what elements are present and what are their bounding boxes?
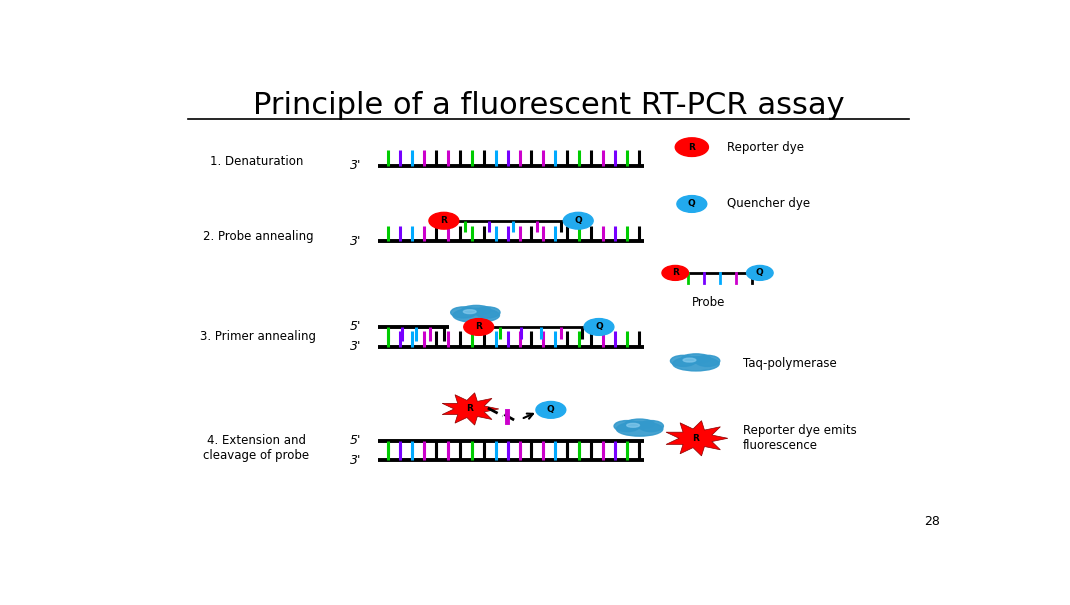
- Text: Q: Q: [575, 216, 582, 225]
- Text: 3': 3': [350, 235, 361, 247]
- Ellipse shape: [616, 422, 662, 436]
- Text: Q: Q: [756, 269, 764, 278]
- Text: R: R: [688, 143, 696, 152]
- Ellipse shape: [462, 306, 491, 315]
- Text: 4. Extension and
cleavage of probe: 4. Extension and cleavage of probe: [203, 434, 309, 462]
- Ellipse shape: [696, 355, 720, 367]
- Text: 5': 5': [350, 321, 361, 333]
- Ellipse shape: [683, 358, 696, 362]
- Text: 2. Probe annealing: 2. Probe annealing: [203, 230, 314, 243]
- Text: Q: Q: [547, 405, 554, 414]
- Ellipse shape: [453, 308, 500, 322]
- Text: 3': 3': [350, 159, 361, 172]
- Text: Quencher dye: Quencher dye: [727, 197, 810, 211]
- Ellipse shape: [639, 420, 663, 431]
- Circle shape: [747, 266, 774, 280]
- Text: R: R: [441, 216, 447, 225]
- Text: 5': 5': [350, 434, 361, 447]
- Circle shape: [536, 402, 566, 418]
- Text: Reporter dye: Reporter dye: [727, 140, 804, 154]
- Text: Q: Q: [595, 322, 602, 332]
- Polygon shape: [666, 420, 728, 456]
- Text: Reporter dye emits
fluorescence: Reporter dye emits fluorescence: [744, 424, 857, 453]
- Text: 28: 28: [923, 515, 939, 528]
- Text: Probe: Probe: [691, 296, 725, 309]
- Circle shape: [662, 266, 688, 280]
- Polygon shape: [442, 393, 499, 425]
- Circle shape: [563, 212, 593, 229]
- Circle shape: [584, 319, 614, 335]
- Circle shape: [675, 138, 708, 157]
- Text: 3. Primer annealing: 3. Primer annealing: [200, 330, 316, 343]
- Ellipse shape: [450, 307, 476, 318]
- Text: 1. Denaturation: 1. Denaturation: [210, 155, 303, 168]
- Ellipse shape: [625, 419, 654, 428]
- Text: R: R: [692, 434, 700, 443]
- Text: Q: Q: [688, 200, 696, 209]
- Ellipse shape: [673, 356, 719, 371]
- Circle shape: [677, 195, 707, 212]
- Text: 3': 3': [350, 340, 361, 353]
- Ellipse shape: [614, 420, 640, 431]
- Text: Taq-polymerase: Taq-polymerase: [744, 358, 837, 370]
- Ellipse shape: [627, 424, 640, 427]
- Ellipse shape: [476, 307, 500, 318]
- Ellipse shape: [671, 355, 696, 367]
- Ellipse shape: [682, 354, 710, 363]
- Text: Principle of a fluorescent RT-PCR assay: Principle of a fluorescent RT-PCR assay: [253, 91, 844, 120]
- Circle shape: [429, 212, 459, 229]
- Ellipse shape: [463, 310, 476, 313]
- Text: R: R: [475, 322, 483, 332]
- Text: R: R: [672, 269, 678, 278]
- Text: R: R: [467, 405, 473, 413]
- Text: 3': 3': [350, 454, 361, 466]
- Circle shape: [463, 319, 493, 335]
